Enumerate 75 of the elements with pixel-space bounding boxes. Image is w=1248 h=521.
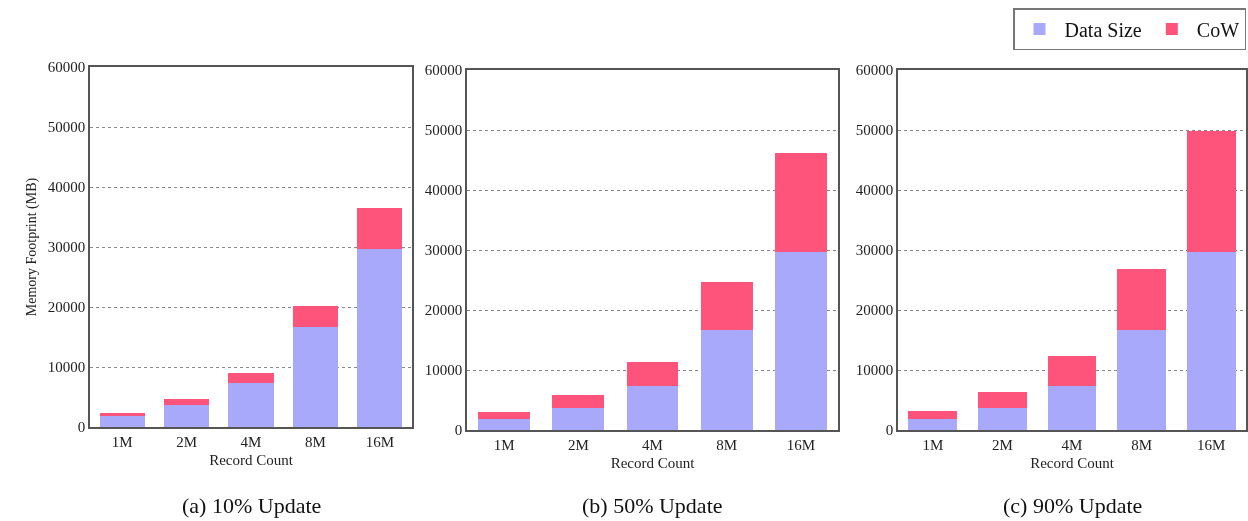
bar xyxy=(1186,131,1236,252)
x-tick-label: 16M xyxy=(1197,436,1226,453)
x-tick-label: 4M xyxy=(642,436,663,453)
bar xyxy=(164,404,210,427)
x-tick-label: 2M xyxy=(991,436,1013,453)
y-tick-label: 10000 xyxy=(47,359,86,376)
x-tick-label: 1M xyxy=(493,436,515,453)
y-tick-label: 60000 xyxy=(47,59,86,76)
bar xyxy=(774,153,827,252)
y-tick-label: 20000 xyxy=(855,302,894,319)
bar xyxy=(978,392,1027,408)
bar xyxy=(626,386,679,430)
x-tick-label: 2M xyxy=(176,433,198,450)
bar xyxy=(478,412,531,419)
y-tick-label: 40000 xyxy=(424,182,463,199)
y-tick-label: 0 xyxy=(77,419,86,436)
text: (a) 10% Update xyxy=(182,493,322,518)
bar xyxy=(908,418,958,430)
bar xyxy=(552,395,605,408)
y-tick-label: 10000 xyxy=(855,362,894,379)
bar xyxy=(292,326,338,427)
legend-label: Data Size xyxy=(1064,18,1142,41)
bar xyxy=(228,373,274,384)
text: (c) 90% Update xyxy=(1003,493,1143,518)
bar xyxy=(357,248,403,427)
y-tick-label: 50000 xyxy=(424,122,463,139)
y-tick-label: 0 xyxy=(885,422,894,439)
x-axis-title: Record Count xyxy=(1030,455,1115,472)
bar xyxy=(292,305,338,327)
bar xyxy=(99,415,145,427)
bar xyxy=(228,383,274,427)
y-tick-label: 40000 xyxy=(47,179,86,196)
x-tick-label: 8M xyxy=(304,433,326,450)
y-tick-label: 20000 xyxy=(47,299,86,316)
y-tick-label: 30000 xyxy=(424,242,463,259)
y-tick-label: 40000 xyxy=(855,182,894,199)
x-tick-label: 1M xyxy=(111,433,133,450)
bar xyxy=(1117,269,1166,330)
y-tick-label: 10000 xyxy=(424,362,463,379)
x-tick-label: 4M xyxy=(1061,436,1083,453)
x-tick-label: 16M xyxy=(365,433,394,450)
bar xyxy=(774,251,827,430)
y-tick-label: 50000 xyxy=(855,122,894,139)
x-tick-label: 4M xyxy=(240,433,262,450)
x-tick-label: 2M xyxy=(567,436,589,453)
x-tick-label: 8M xyxy=(1131,436,1153,453)
bar xyxy=(1117,329,1166,430)
text: (b) 50% Update xyxy=(582,493,723,518)
bar xyxy=(700,329,753,430)
x-axis-title: Record Count xyxy=(610,455,696,472)
bar xyxy=(164,399,210,405)
bar xyxy=(1186,251,1236,430)
y-tick-label: 60000 xyxy=(855,62,894,79)
y-axis-title: Memory Footprint (MB) xyxy=(23,177,40,317)
x-tick-label: 1M xyxy=(922,436,944,453)
y-tick-label: 20000 xyxy=(424,302,463,319)
bar xyxy=(700,281,753,330)
bar xyxy=(357,208,403,249)
y-tick-label: 30000 xyxy=(855,242,894,259)
y-tick-label: 60000 xyxy=(424,62,463,79)
x-tick-label: 8M xyxy=(716,436,738,453)
bar xyxy=(626,362,679,387)
x-tick-label: 16M xyxy=(786,436,816,453)
bar xyxy=(1047,356,1097,387)
bar xyxy=(552,407,605,430)
y-tick-label: 0 xyxy=(454,422,463,439)
bar xyxy=(978,407,1027,430)
bar xyxy=(99,412,145,416)
legend-label: CoW xyxy=(1196,18,1240,41)
x-axis-title: Record Count xyxy=(209,452,294,469)
y-tick-label: 50000 xyxy=(47,119,86,136)
bar xyxy=(478,418,531,430)
bar xyxy=(1047,386,1097,430)
y-tick-label: 30000 xyxy=(47,239,86,256)
bar xyxy=(908,410,958,419)
